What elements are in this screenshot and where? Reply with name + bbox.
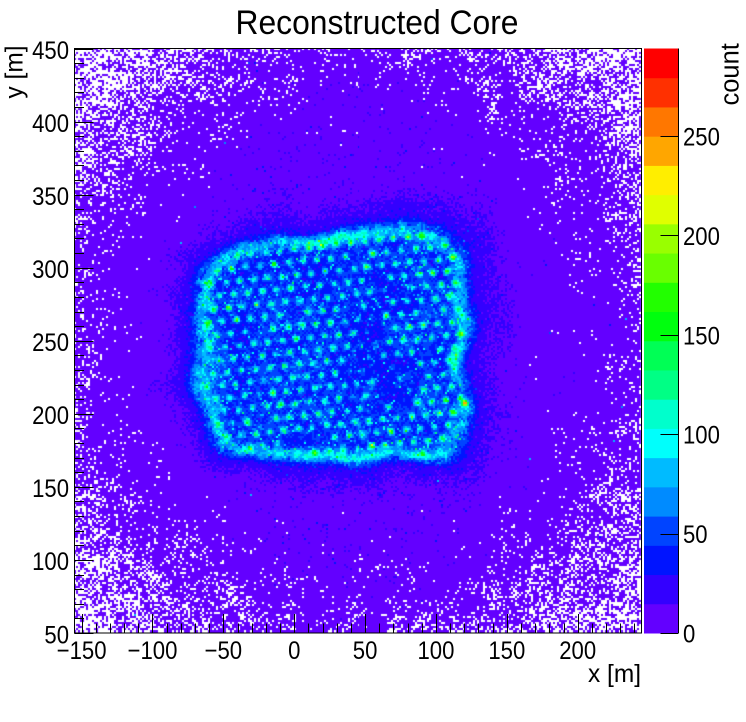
svg-text:−150: −150: [57, 637, 107, 665]
svg-text:200: 200: [559, 637, 596, 665]
svg-text:50: 50: [44, 621, 69, 649]
svg-text:x [m]: x [m]: [588, 660, 641, 688]
svg-text:450: 450: [32, 37, 69, 65]
svg-text:50: 50: [683, 521, 708, 549]
svg-text:50: 50: [353, 637, 378, 665]
svg-text:250: 250: [32, 329, 69, 357]
svg-text:200: 200: [683, 223, 720, 251]
svg-text:400: 400: [32, 110, 69, 138]
svg-text:count: count: [717, 43, 745, 105]
svg-text:−100: −100: [128, 637, 178, 665]
svg-text:0: 0: [683, 621, 695, 649]
svg-text:−50: −50: [205, 637, 243, 665]
svg-text:300: 300: [32, 256, 69, 284]
svg-text:100: 100: [418, 637, 455, 665]
svg-text:250: 250: [683, 123, 720, 151]
svg-text:Reconstructed Core: Reconstructed Core: [236, 4, 519, 42]
svg-text:y [m]: y [m]: [1, 46, 29, 99]
svg-text:350: 350: [32, 183, 69, 211]
svg-text:100: 100: [32, 548, 69, 576]
svg-text:150: 150: [488, 637, 525, 665]
svg-text:100: 100: [683, 422, 720, 450]
svg-text:0: 0: [288, 637, 300, 665]
svg-text:150: 150: [32, 475, 69, 503]
svg-text:200: 200: [32, 402, 69, 430]
svg-text:150: 150: [683, 322, 720, 350]
